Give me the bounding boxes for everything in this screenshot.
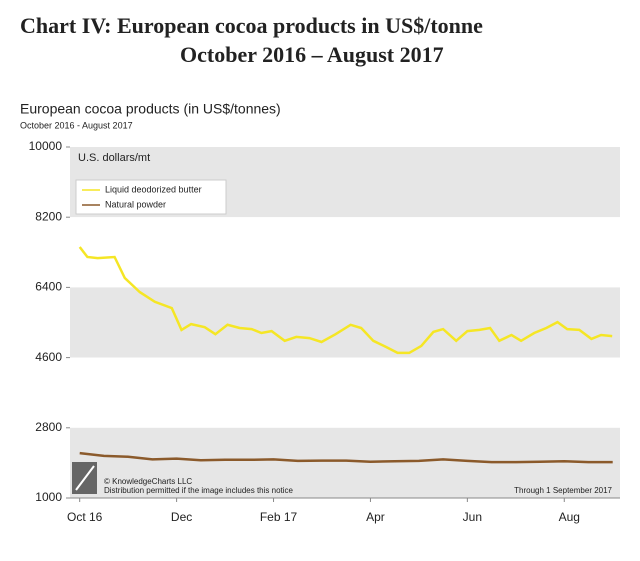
legend-box bbox=[75, 179, 227, 215]
logo-mark bbox=[75, 465, 95, 491]
y-tick-label: 1000 bbox=[35, 490, 62, 504]
notice: © KnowledgeCharts LLC bbox=[104, 477, 192, 486]
figure-title: October 2016 – August 2017 bbox=[180, 42, 444, 67]
notice: Distribution permitted if the image incl… bbox=[104, 486, 294, 495]
band bbox=[70, 217, 620, 288]
legend-label: Natural powder bbox=[105, 199, 166, 209]
y-tick-label: 2800 bbox=[35, 420, 62, 434]
y-axis-label: U.S. dollars/mt bbox=[78, 152, 150, 164]
series-line bbox=[79, 451, 613, 464]
x-tick-label: Dec bbox=[171, 510, 192, 524]
series-line bbox=[78, 246, 613, 355]
y-tick-label: 6400 bbox=[35, 280, 62, 294]
x-tick-label: Apr bbox=[366, 510, 385, 524]
x-tick-label: Aug bbox=[559, 510, 580, 524]
y-tick-label: 8200 bbox=[35, 209, 62, 223]
figure-title: Chart IV: European cocoa products in US$… bbox=[20, 13, 483, 38]
band bbox=[70, 357, 620, 428]
annotation: Through 1 September 2017 bbox=[514, 486, 612, 495]
x-tick-label: Feb 17 bbox=[260, 510, 298, 524]
y-tick-label: 10000 bbox=[29, 139, 63, 153]
x-tick-label: Oct 16 bbox=[67, 510, 103, 524]
legend-label: Liquid deodorized butter bbox=[105, 184, 202, 194]
chart-title: European cocoa products (in US$/tonnes) bbox=[20, 101, 281, 117]
chart-subtitle: October 2016 - August 2017 bbox=[20, 120, 133, 130]
band bbox=[70, 287, 620, 358]
x-tick-label: Jun bbox=[463, 510, 482, 524]
y-tick-label: 4600 bbox=[35, 350, 62, 364]
